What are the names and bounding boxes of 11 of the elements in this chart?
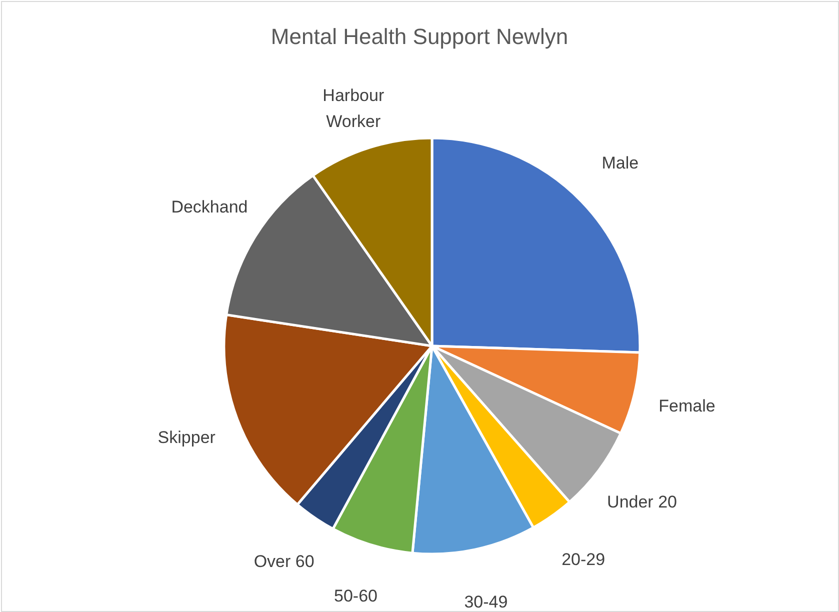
slice-label: 30-49: [464, 592, 508, 612]
slice-label: Over 60: [254, 552, 314, 572]
slice-label: Under 20: [607, 492, 677, 512]
slice-label: 50-60: [334, 586, 378, 606]
slice-label: Deckhand: [171, 198, 248, 217]
slice-label: Male: [602, 154, 639, 173]
slice-label: Skipper: [158, 428, 216, 447]
slice-label: Harbour Worker: [322, 86, 384, 132]
chart-title: Mental Health Support Newlyn: [270, 24, 568, 49]
slice-label: 20-29: [562, 550, 606, 569]
slice-label: Female: [658, 396, 716, 416]
